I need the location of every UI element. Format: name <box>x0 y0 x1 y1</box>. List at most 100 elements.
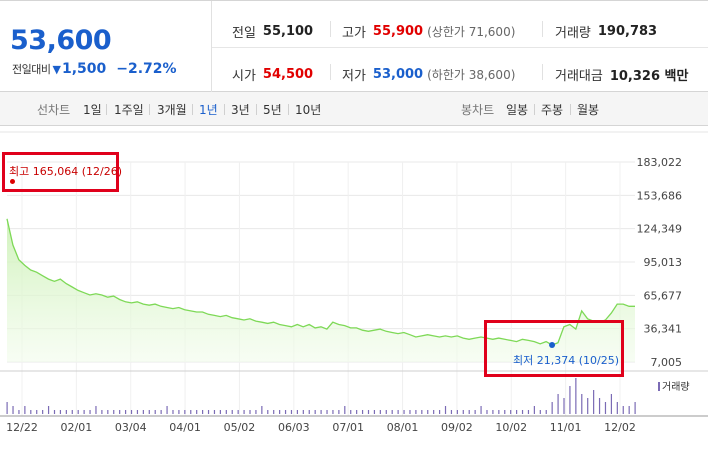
volume-bar <box>391 410 393 414</box>
stock-quote-panel: 53,600 전일대비 ▼ 1,500 −2.72% 전일 55,100 고가 … <box>0 0 708 92</box>
volume-bar <box>308 410 310 414</box>
volume-bar <box>249 410 251 414</box>
volume-bar <box>184 410 186 414</box>
day-high: 고가 55,900 (상한가 71,600) <box>342 21 515 41</box>
volume-bar <box>616 402 618 414</box>
divider <box>570 104 571 115</box>
volume-bar <box>154 410 156 414</box>
volume-bar <box>71 410 73 414</box>
volume-bar <box>504 410 506 414</box>
y-tick-label: 153,686 <box>637 189 683 202</box>
prev-close-value: 55,100 <box>262 23 314 39</box>
volume-bar <box>409 410 411 414</box>
volume-bar <box>492 410 494 414</box>
upper-limit: (상한가 71,600) <box>427 24 516 39</box>
divider <box>256 104 257 115</box>
volume-bar <box>77 410 79 414</box>
x-tick-label: 05/02 <box>224 421 256 434</box>
volume-bar <box>190 410 192 414</box>
volume-bar <box>255 410 257 414</box>
chart-canvas: 183,022 153,686 124,349 95,013 65,677 36,341 7… <box>0 131 708 434</box>
volume-bar <box>527 410 530 414</box>
y-tick-label: 124,349 <box>637 223 683 236</box>
change-amount: 1,500 <box>61 61 107 77</box>
volume-bar <box>361 410 364 414</box>
tab-1w[interactable]: 1주일 <box>114 103 144 117</box>
divider <box>149 104 150 115</box>
y-tick-label: 36,341 <box>644 323 683 336</box>
volume-bar <box>107 410 109 414</box>
volume-legend-swatch <box>658 382 660 391</box>
volume-bar <box>480 406 482 414</box>
divider <box>212 47 708 48</box>
volume-bar <box>59 410 62 414</box>
volume-bar <box>510 410 512 414</box>
low-marker <box>549 341 556 348</box>
volume-bar <box>296 410 299 414</box>
x-tick-label: 03/04 <box>115 421 147 434</box>
open-label: 시가 <box>232 68 256 84</box>
high-annotation-box: 최고 165,064 (12/26) <box>2 152 122 192</box>
price-area <box>7 218 635 362</box>
volume-bar <box>237 410 239 414</box>
volume-bar <box>415 410 417 414</box>
volume-bar <box>101 410 103 414</box>
change-row: 전일대비 ▼ 1,500 −2.72% <box>12 61 177 77</box>
divider <box>330 64 331 80</box>
volume-bar <box>474 410 476 414</box>
price-summary: 53,600 전일대비 ▼ 1,500 −2.72% <box>0 1 212 92</box>
volume-bar <box>587 398 589 414</box>
tab-1d[interactable]: 1일 <box>83 103 102 117</box>
divider <box>106 104 107 115</box>
volume-bar <box>65 410 67 414</box>
volume-bar <box>373 410 376 414</box>
volume-bar <box>634 402 636 414</box>
open-value: 54,500 <box>262 66 314 82</box>
volume-bar <box>231 410 233 414</box>
prev-close: 전일 55,100 <box>232 21 313 41</box>
volume-bar <box>350 410 352 414</box>
tab-3m[interactable]: 3개월 <box>157 103 187 117</box>
x-tick-label: 06/03 <box>278 421 310 434</box>
volume-bar <box>575 378 577 414</box>
tab-daily[interactable]: 일봉 <box>506 103 529 117</box>
volume-bar <box>581 394 583 414</box>
tab-3y[interactable]: 3년 <box>231 103 250 117</box>
volume-bar <box>521 410 524 414</box>
volume-bar <box>403 410 405 414</box>
volume-bar <box>202 410 204 414</box>
volume-bar <box>136 410 139 414</box>
day-low: 저가 53,000 (하한가 38,600) <box>342 64 515 84</box>
volume-bar <box>124 410 127 414</box>
tab-5y[interactable]: 5년 <box>263 103 282 117</box>
volume-bar <box>628 406 630 414</box>
tab-1y[interactable]: 1년 <box>199 103 218 117</box>
low-label: 저가 <box>342 68 366 84</box>
tab-monthly[interactable]: 월봉 <box>577 103 600 117</box>
volume-bar <box>367 410 370 414</box>
volume-bar <box>498 410 500 414</box>
volume: 거래량 190,783 <box>555 21 657 41</box>
x-tick-label: 02/01 <box>61 421 93 434</box>
lower-limit: (하한가 38,600) <box>427 67 516 82</box>
volume-bar <box>53 410 56 414</box>
tab-10y[interactable]: 10년 <box>295 103 322 117</box>
volume-bar <box>267 410 269 414</box>
volume-bar <box>397 410 399 414</box>
divider <box>192 104 193 115</box>
tab-weekly[interactable]: 주봉 <box>541 103 564 117</box>
volume-bar <box>166 406 168 414</box>
y-tick-label: 7,005 <box>651 356 683 369</box>
volume-bar <box>421 410 423 414</box>
price-line <box>6 218 635 346</box>
high-value: 55,900 <box>372 23 424 39</box>
volume-bar <box>427 410 429 414</box>
volume-bar <box>539 410 541 414</box>
volume-bar <box>433 410 435 414</box>
volume-bar <box>545 410 547 414</box>
y-tick-label: 183,022 <box>637 156 683 169</box>
change-label: 전일대비 <box>12 63 51 76</box>
volume-label: 거래량 <box>555 25 591 41</box>
volume-bar <box>83 410 85 414</box>
candle-chart-label: 봉차트 <box>461 103 495 117</box>
